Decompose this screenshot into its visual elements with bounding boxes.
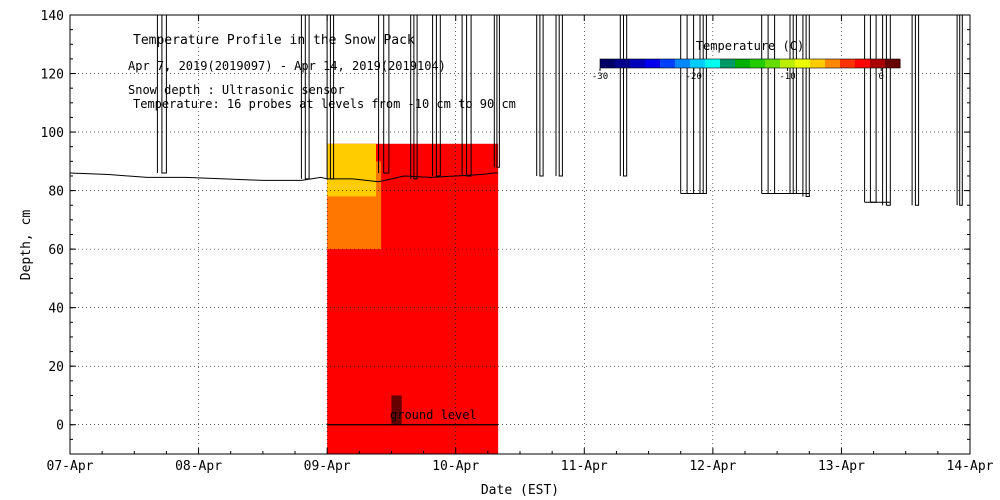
- colorbar-swatch-10: [750, 59, 766, 68]
- temperature-heatmap-layer: [327, 143, 499, 455]
- sensor-dropout-16: [864, 14, 877, 203]
- colorbar-swatch-9: [735, 59, 751, 68]
- colorbar-swatch-0: [600, 59, 616, 68]
- colorbar-tick-label-1: -20: [686, 72, 702, 82]
- plot-frame: [69, 14, 971, 455]
- sensor-dropout-19: [956, 14, 963, 206]
- colorbar-swatch-14: [810, 59, 826, 68]
- sensor-dropout-6: [461, 14, 472, 177]
- sensor-dropout-17: [882, 14, 891, 206]
- colorbar-swatch-13: [795, 59, 811, 68]
- temperature-region-3: [391, 395, 402, 425]
- colorbar-swatch-18: [870, 59, 886, 68]
- sensor-dropout-11: [680, 14, 695, 194]
- x-tick-label-0: 07-Apr: [47, 459, 94, 474]
- colorbar-swatch-12: [780, 59, 796, 68]
- x-tick-label-5: 12-Apr: [689, 459, 736, 474]
- colorbar-swatch-16: [840, 59, 856, 68]
- temperature-region-2: [327, 143, 376, 197]
- sensor-dropout-18: [911, 14, 920, 206]
- sensor-dropout-0: [156, 14, 167, 174]
- colorbar-tick-label-2: -10: [779, 72, 795, 82]
- colorbar-swatch-1: [615, 59, 631, 68]
- colorbar: -30 -20 -10 0: [592, 58, 901, 82]
- chart-subtitle: Apr 7, 2019(2019097) - Apr 14, 2019(2019…: [128, 59, 446, 73]
- y-tick-label-1: 20: [48, 360, 64, 375]
- x-tick-label-1: 08-Apr: [175, 459, 222, 474]
- sensor-dropout-7: [493, 14, 500, 168]
- sensor-dropout-4: [410, 14, 418, 180]
- x-axis-title: Date (EST): [481, 483, 559, 498]
- colorbar-frame: [599, 58, 901, 69]
- colorbar-tick-label-0: -30: [592, 72, 608, 82]
- x-tick-label-6: 13-Apr: [818, 459, 865, 474]
- colorbar-swatch-7: [705, 59, 721, 68]
- colorbar-swatch-11: [765, 59, 781, 68]
- sensor-dropout-9: [555, 14, 563, 177]
- y-axis-title: Depth, cm: [19, 210, 34, 281]
- grid-layer: [70, 15, 970, 454]
- colorbar-swatch-4: [660, 59, 676, 68]
- colorbar-swatch-6: [690, 59, 706, 68]
- x-tick-label-7: 14-Apr: [947, 459, 994, 474]
- sensor-dropout-13: [761, 14, 776, 194]
- colorbar-title: Temperature (C): [696, 39, 804, 53]
- y-tick-label-5: 100: [41, 126, 64, 141]
- y-tick-label-2: 40: [48, 302, 64, 317]
- x-tick-label-3: 10-Apr: [432, 459, 479, 474]
- sensor-dropout-14: [789, 14, 797, 194]
- sensor-dropout-10: [619, 14, 628, 177]
- y-tick-label-0: 0: [56, 419, 64, 434]
- annotation-snow-depth: Snow depth : Ultrasonic sensor: [128, 83, 345, 97]
- sensor-dropout-1: [300, 14, 310, 180]
- x-tick-label-4: 11-Apr: [561, 459, 608, 474]
- colorbar-swatch-3: [645, 59, 661, 68]
- axes-layer: 07-Apr 08-Apr 09-Apr 10-Apr 11-Apr 12-Apr 13-A…: [41, 9, 994, 474]
- colorbar-swatch-5: [675, 59, 691, 68]
- annotation-temperature: Temperature: 16 probes at levels from -1…: [133, 97, 516, 111]
- sensor-dropout-3: [378, 14, 390, 174]
- sensor-dropout-2: [326, 14, 335, 180]
- chart-title: Temperature Profile in the Snow Pack: [133, 33, 415, 48]
- colorbar-swatch-15: [825, 59, 841, 68]
- text-layer: Temperature Profile in the Snow Pack Apr…: [19, 33, 804, 498]
- y-tick-label-6: 120: [41, 68, 64, 83]
- y-tick-label-7: 140: [41, 9, 64, 24]
- y-tick-label-3: 60: [48, 243, 64, 258]
- colorbar-swatch-2: [630, 59, 646, 68]
- sensor-dropout-5: [432, 14, 441, 177]
- ground-level-label: ground level: [390, 408, 477, 422]
- sensor-dropout-12: [699, 14, 707, 194]
- x-tick-label-2: 09-Apr: [304, 459, 351, 474]
- sensor-dropout-8: [536, 14, 544, 177]
- y-tick-label-4: 80: [48, 185, 64, 200]
- colorbar-swatch-8: [720, 59, 736, 68]
- colorbar-swatch-19: [885, 59, 901, 68]
- snow-depth-layer: [69, 14, 963, 206]
- sensor-dropout-15: [802, 14, 810, 197]
- colorbar-tick-label-3: 0: [879, 72, 884, 82]
- colorbar-swatch-17: [855, 59, 871, 68]
